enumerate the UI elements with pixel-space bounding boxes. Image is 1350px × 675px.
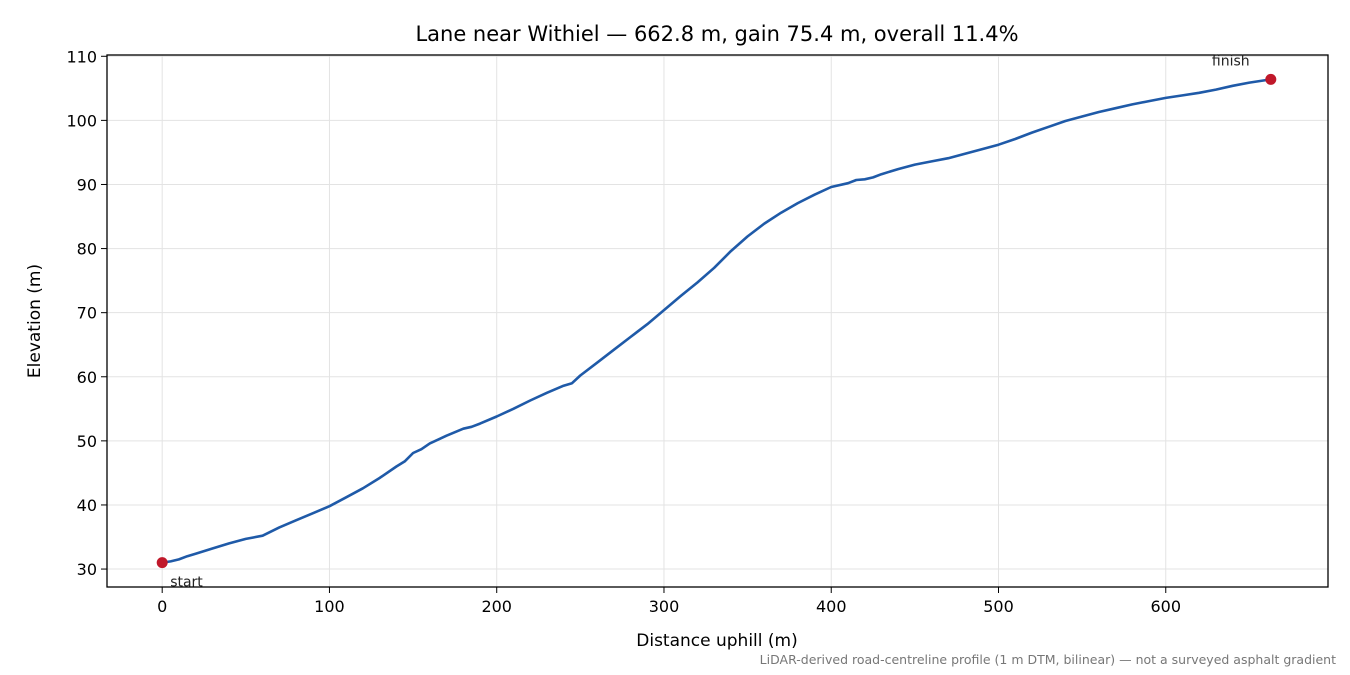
axis-ticks: 0 100 200 300 400 500 600 30 40 50 60 70 80 90 100 110: [66, 47, 1181, 616]
x-axis-label: Distance uphill (m): [636, 631, 797, 651]
start-label: start: [170, 575, 203, 591]
y-axis-label: Elevation (m): [25, 264, 45, 378]
x-tick-label: 0: [157, 597, 167, 616]
x-tick-label: 100: [314, 597, 345, 616]
start-marker: [156, 557, 168, 569]
x-tick-label: 500: [983, 597, 1014, 616]
y-tick-label: 90: [77, 175, 97, 194]
y-tick-label: 50: [77, 432, 97, 451]
plot-frame: [106, 54, 1329, 588]
footnote: LiDAR-derived road-centreline profile (1…: [760, 652, 1336, 667]
y-tick-label: 30: [77, 560, 97, 579]
plot-area: [160, 78, 1273, 564]
grid-lines: [107, 55, 1328, 587]
elevation-line: [160, 78, 1273, 564]
finish-marker: [1265, 73, 1277, 85]
y-tick-label: 40: [77, 496, 97, 515]
y-tick-label: 60: [77, 368, 97, 387]
annotations: start finish: [156, 53, 1277, 591]
x-tick-label: 600: [1150, 597, 1181, 616]
y-tick-label: 110: [66, 47, 97, 66]
x-tick-label: 200: [481, 597, 512, 616]
y-tick-label: 80: [77, 240, 97, 259]
finish-label: finish: [1212, 53, 1250, 69]
x-tick-label: 300: [649, 597, 680, 616]
x-tick-label: 400: [816, 597, 847, 616]
y-tick-label: 100: [66, 111, 97, 130]
y-tick-label: 70: [77, 304, 97, 323]
chart-title: Lane near Withiel — 662.8 m, gain 75.4 m…: [415, 22, 1018, 46]
